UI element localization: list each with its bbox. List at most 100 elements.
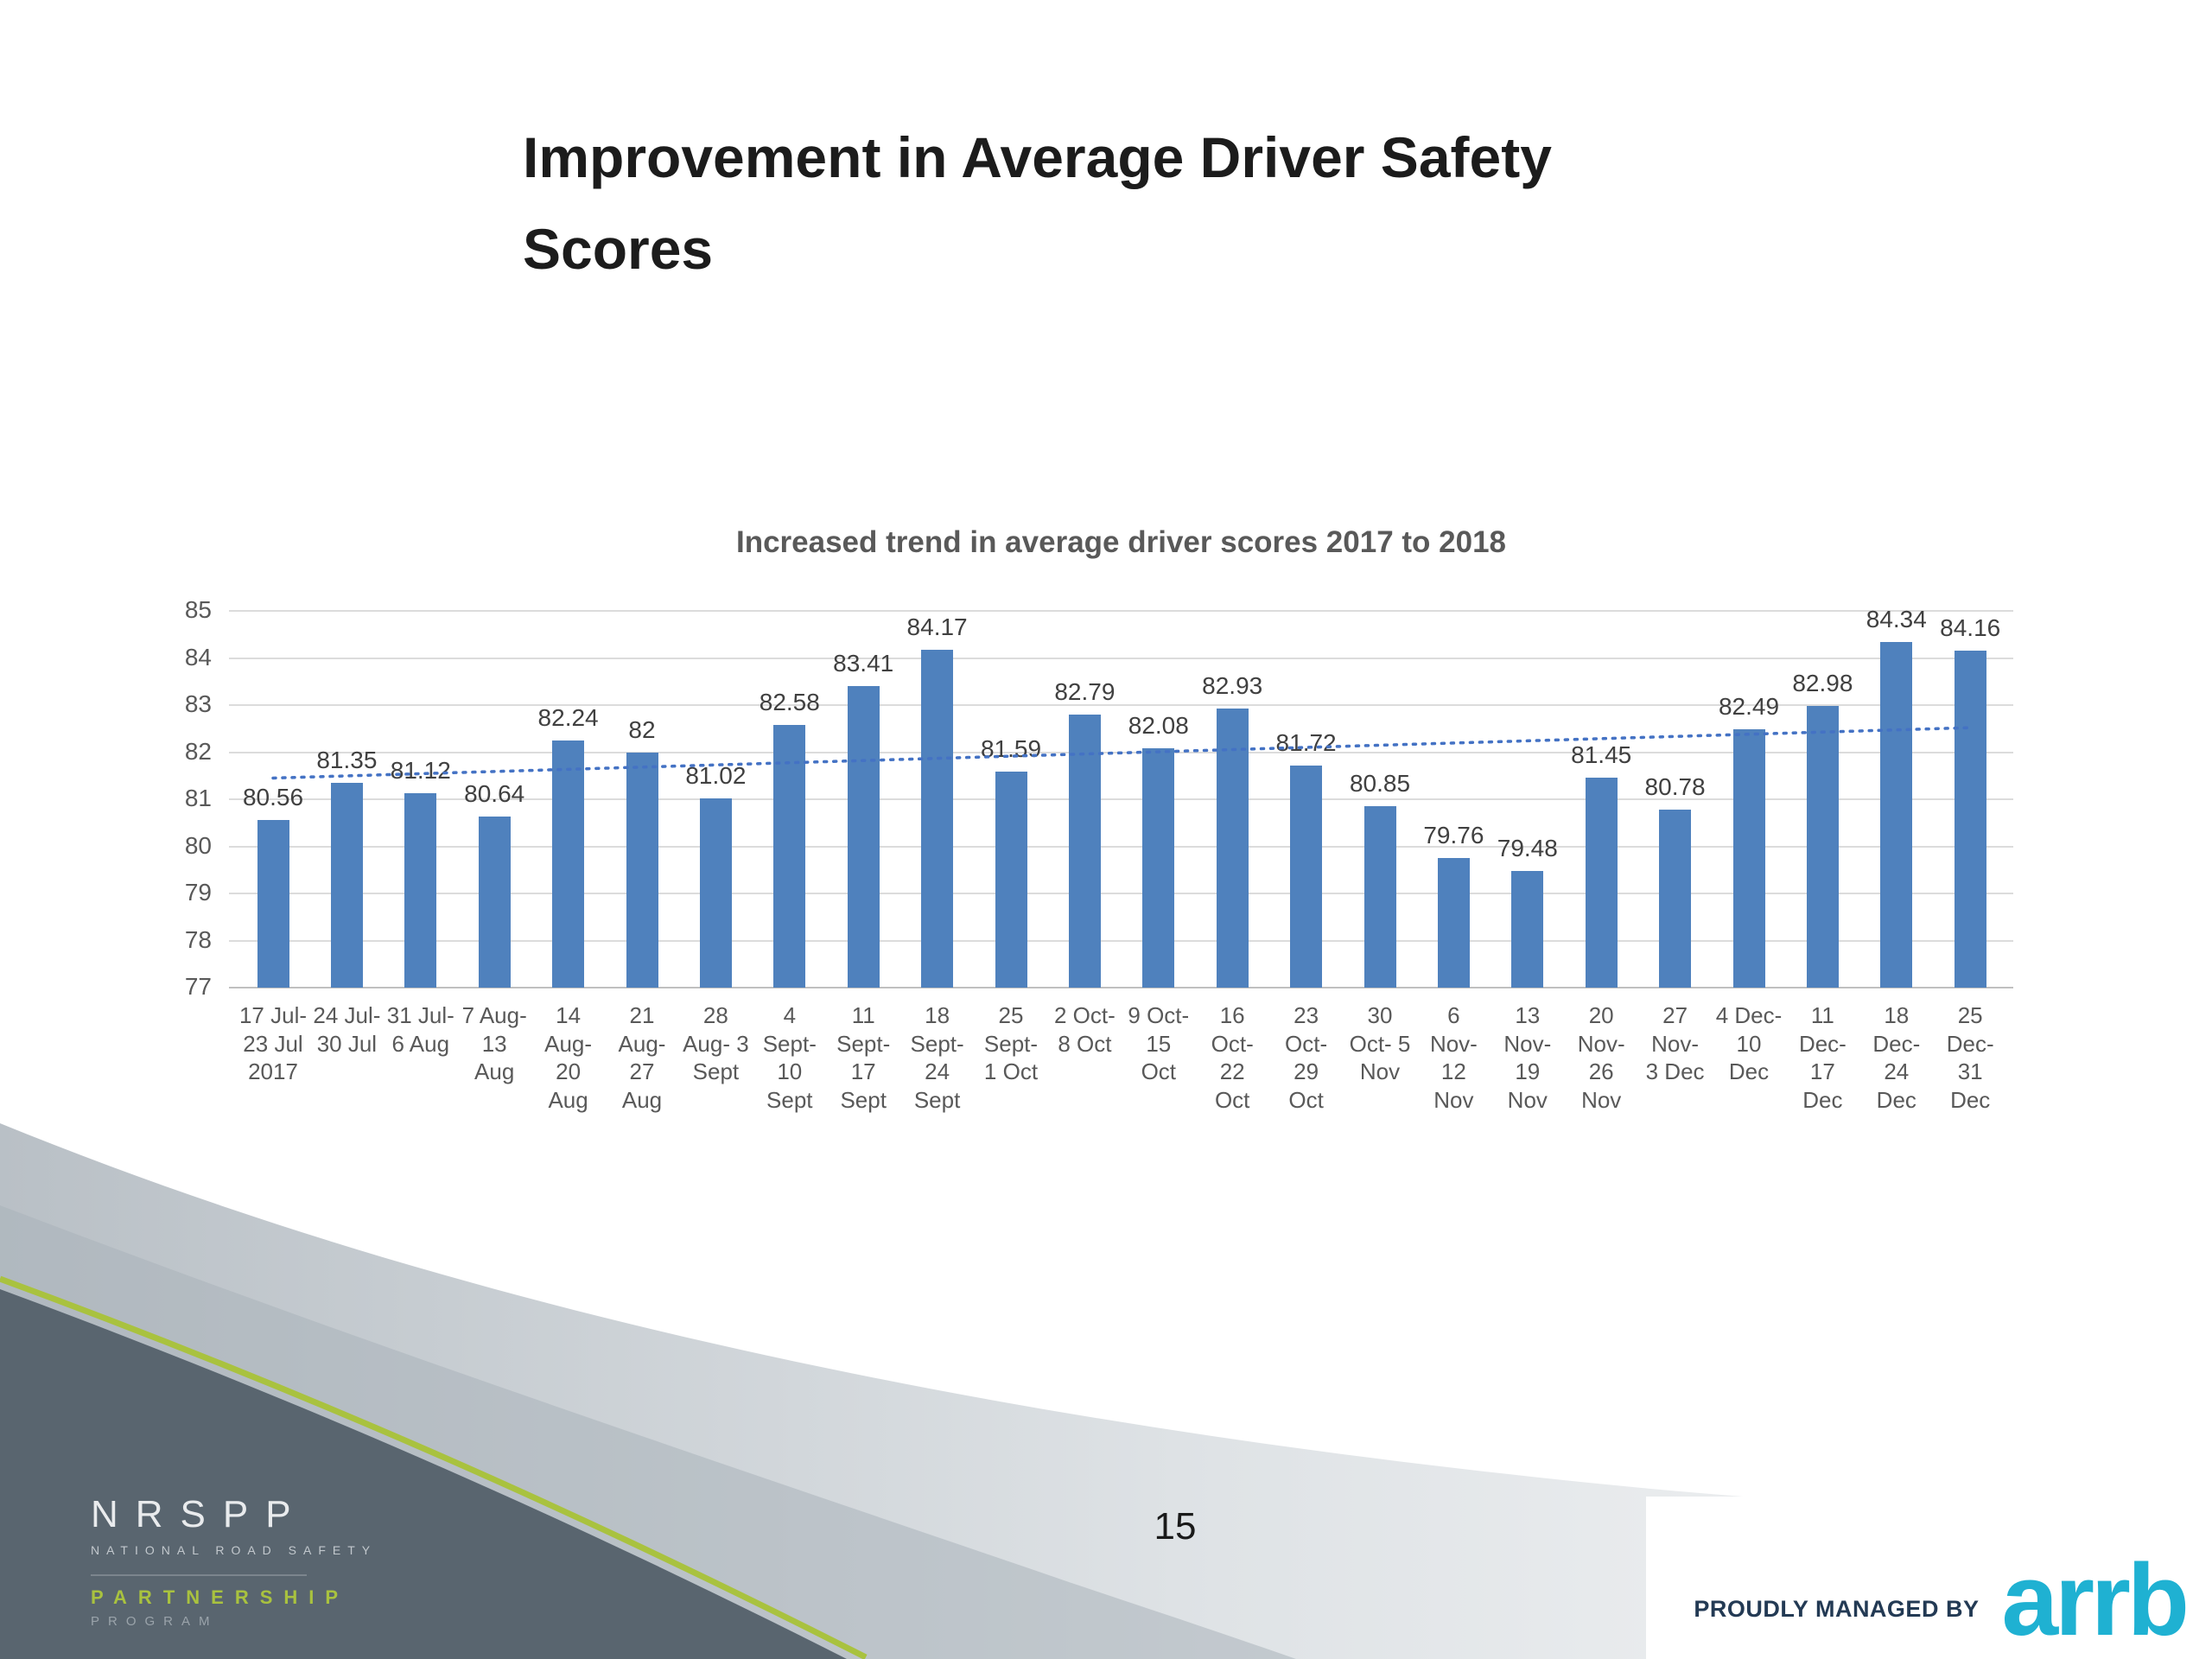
- bar-value-label: 81.45: [1571, 741, 1632, 769]
- x-axis-tick-label: 18 Dec- 24 Dec: [1872, 1002, 1921, 1113]
- bar: [773, 724, 806, 988]
- nrspp-logo: NRSPP NATIONAL ROAD SAFETY PARTNERSHIP P…: [91, 1493, 377, 1629]
- bar: [847, 685, 880, 988]
- managed-by-block: PROUDLY MANAGED BY arrb: [1646, 1497, 2212, 1659]
- bar-value-label: 81.72: [1275, 728, 1337, 756]
- bar: [921, 650, 954, 988]
- nrspp-name: NRSPP: [91, 1493, 308, 1535]
- y-axis-tick-label: 77: [184, 973, 212, 1000]
- arrb-logo: arrb: [2001, 1542, 2190, 1657]
- nrspp-program-label: PROGRAM: [91, 1614, 219, 1629]
- bar-value-label: 82.08: [1128, 712, 1189, 740]
- nrspp-tagline: NATIONAL ROAD SAFETY: [91, 1543, 378, 1557]
- gridline: [229, 893, 2013, 894]
- bar-value-label: 79.76: [1423, 821, 1484, 849]
- x-axis-tick-label: 11 Dec- 17 Dec: [1798, 1002, 1847, 1113]
- bar-value-label: 80.64: [464, 779, 525, 807]
- bar: [1659, 809, 1692, 988]
- x-axis-tick-label: 18 Sept- 24 Sept: [910, 1002, 964, 1113]
- managed-by-label: PROUDLY MANAGED BY: [1694, 1596, 1980, 1622]
- bar-value-label: 82.58: [759, 688, 820, 715]
- bar: [552, 741, 585, 988]
- bar-value-label: 82.49: [1718, 692, 1780, 720]
- x-axis-tick-label: 27 Nov- 3 Dec: [1645, 1002, 1705, 1084]
- bar: [699, 798, 732, 988]
- x-axis-tick-label: 2 Oct- 8 Oct: [1053, 1002, 1116, 1057]
- bar-value-label: 83.41: [833, 649, 894, 677]
- x-axis-tick-label: 14 Aug- 20 Aug: [544, 1002, 593, 1113]
- bar: [1732, 728, 1765, 988]
- y-axis-tick-label: 78: [184, 925, 212, 953]
- x-axis-tick-label: 17 Jul- 23 Jul 2017: [238, 1002, 308, 1084]
- bar: [1142, 748, 1175, 988]
- bar-value-label: 84.34: [1866, 605, 1927, 632]
- y-axis-tick-label: 79: [184, 879, 212, 906]
- nrspp-divider: [91, 1574, 307, 1576]
- y-axis-tick-label: 81: [184, 785, 212, 811]
- bar: [404, 793, 437, 988]
- x-axis-tick-label: 9 Oct- 15 Oct: [1128, 1002, 1190, 1084]
- bar: [1880, 641, 1913, 988]
- bar-value-label: 82.93: [1202, 671, 1263, 699]
- bar: [1363, 806, 1396, 988]
- bar: [1954, 650, 1986, 988]
- bar-value-label: 84.16: [1940, 613, 2001, 641]
- bar: [1437, 857, 1470, 988]
- gridline: [229, 845, 2013, 848]
- bar: [1216, 708, 1249, 988]
- chart-title: Increased trend in average driver scores…: [735, 525, 1507, 559]
- bar: [626, 752, 658, 988]
- bar: [995, 771, 1027, 988]
- x-axis-tick-label: 25 Sept- 1 Oct: [983, 1002, 1039, 1084]
- x-axis-tick-label: 4 Dec- 10 Dec: [1715, 1002, 1783, 1084]
- x-axis-tick-label: 11 Sept- 17 Sept: [836, 1002, 891, 1113]
- y-axis-tick-label: 85: [184, 596, 212, 623]
- y-axis-tick-label: 82: [184, 737, 212, 765]
- gridline: [229, 610, 2013, 612]
- x-axis-tick-label: 13 Nov- 19 Nov: [1503, 1002, 1552, 1113]
- bar: [1068, 715, 1101, 988]
- bar: [330, 782, 363, 988]
- gridline: [229, 939, 2013, 942]
- bar: [1585, 778, 1618, 988]
- x-axis-tick-label: 16 Oct- 22 Oct: [1211, 1002, 1254, 1113]
- bar: [257, 819, 289, 988]
- x-axis-tick-label: 30 Oct- 5 Nov: [1349, 1002, 1411, 1084]
- bar-value-label: 80.85: [1349, 770, 1411, 798]
- bar-value-label: 80.78: [1644, 772, 1706, 800]
- bar-value-label: 81.02: [685, 761, 747, 789]
- bar: [1806, 706, 1839, 988]
- bar: [1290, 765, 1323, 988]
- bar-value-label: 82: [628, 715, 656, 743]
- x-axis-tick-label: 24 Jul- 30 Jul: [313, 1002, 381, 1057]
- gridline: [229, 798, 2013, 800]
- bar-value-label: 82.98: [1792, 670, 1853, 697]
- y-axis-tick-label: 84: [184, 643, 212, 671]
- x-axis-tick-label: 20 Nov- 26 Nov: [1577, 1002, 1625, 1113]
- slide-title: Improvement in Average Driver Safety Sco…: [523, 125, 1552, 281]
- x-axis-tick-label: 7 Aug- 13 Aug: [461, 1002, 527, 1084]
- x-axis-tick-label: 25 Dec- 31 Dec: [1946, 1002, 1994, 1113]
- bar-value-label: 81.59: [980, 734, 1042, 762]
- x-axis-tick-label: 23 Oct- 29 Oct: [1285, 1002, 1328, 1113]
- y-axis-tick-label: 80: [184, 831, 212, 859]
- page-number: 15: [1154, 1505, 1197, 1548]
- bar-value-label: 82.79: [1054, 678, 1116, 706]
- x-axis-tick-label: 28 Aug- 3 Sept: [683, 1002, 749, 1084]
- x-axis-tick-label: 21 Aug- 27 Aug: [618, 1002, 666, 1113]
- bar-value-label: 80.56: [242, 783, 304, 810]
- gridline: [229, 657, 2013, 659]
- bar-value-label: 84.17: [906, 613, 968, 641]
- nrspp-partnership-label: PARTNERSHIP: [91, 1586, 350, 1608]
- x-axis-tick-label: 31 Jul- 6 Aug: [386, 1002, 454, 1057]
- bar: [1511, 870, 1544, 988]
- x-axis-tick-label: 4 Sept- 10 Sept: [762, 1002, 817, 1113]
- gridline: [229, 704, 2013, 706]
- y-axis-tick-label: 83: [184, 690, 212, 717]
- bar: [478, 816, 511, 988]
- bar-value-label: 79.48: [1497, 834, 1558, 861]
- gridline: [229, 987, 2013, 988]
- x-axis-tick-label: 6 Nov- 12 Nov: [1429, 1002, 1478, 1113]
